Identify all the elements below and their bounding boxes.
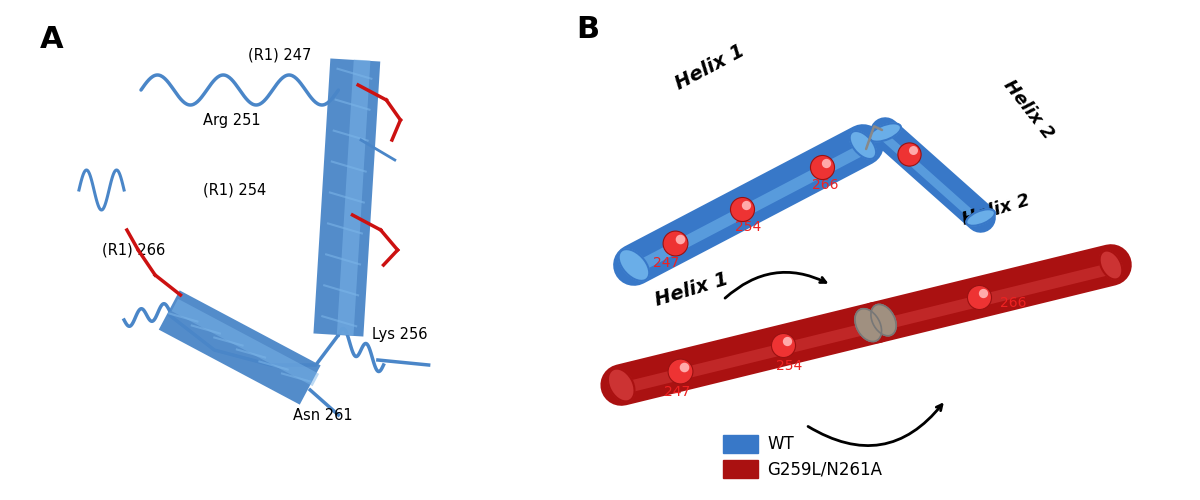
Ellipse shape [1099, 250, 1122, 280]
Point [670, 236, 689, 244]
Text: 266: 266 [811, 178, 838, 192]
Point [816, 158, 835, 166]
Ellipse shape [869, 124, 901, 142]
Point [812, 162, 832, 170]
Text: 254: 254 [776, 360, 803, 374]
Point [900, 150, 919, 158]
Ellipse shape [608, 368, 635, 402]
Text: Arg 251: Arg 251 [203, 112, 260, 128]
Text: WT: WT [768, 435, 794, 453]
Point [904, 146, 923, 154]
Ellipse shape [850, 131, 876, 159]
Text: (R1) 247: (R1) 247 [248, 48, 312, 62]
Text: 247: 247 [653, 256, 679, 270]
Ellipse shape [854, 308, 882, 342]
Point [737, 200, 756, 208]
Text: 266: 266 [1001, 296, 1027, 310]
Ellipse shape [966, 209, 995, 226]
Ellipse shape [871, 304, 896, 336]
Text: Helix 2: Helix 2 [960, 191, 1032, 229]
Text: Helix 1: Helix 1 [652, 270, 731, 310]
Text: 247: 247 [664, 384, 690, 398]
Point [970, 294, 989, 302]
Text: Lys 256: Lys 256 [372, 328, 427, 342]
Text: Asn 261: Asn 261 [293, 408, 353, 422]
Text: (R1) 266: (R1) 266 [102, 242, 164, 258]
Point [973, 290, 992, 298]
Text: Helix 2: Helix 2 [1000, 77, 1057, 143]
Point [671, 366, 690, 374]
Point [778, 338, 797, 345]
Point [773, 342, 792, 349]
Point [732, 204, 751, 212]
FancyBboxPatch shape [722, 435, 758, 452]
Point [674, 362, 694, 370]
FancyBboxPatch shape [722, 460, 758, 477]
Text: Helix 1: Helix 1 [672, 42, 749, 94]
Point [666, 240, 685, 248]
Text: (R1) 254: (R1) 254 [203, 182, 266, 198]
Ellipse shape [619, 249, 649, 281]
Text: B: B [577, 15, 600, 44]
Text: 254: 254 [734, 220, 761, 234]
Text: G259L/N261A: G259L/N261A [768, 460, 882, 478]
Text: A: A [40, 25, 64, 54]
